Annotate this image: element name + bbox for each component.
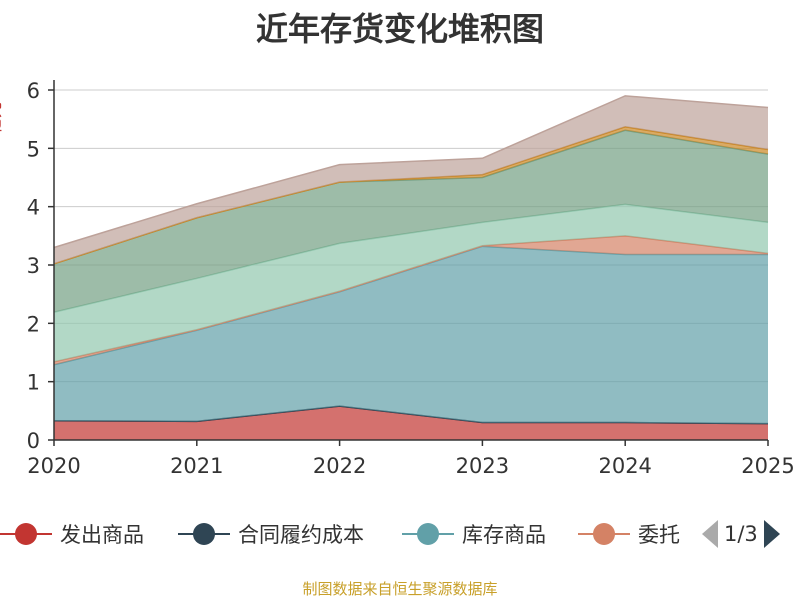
y-tick-label: 0 <box>27 429 40 453</box>
series-area-7[interactable] <box>54 95 768 264</box>
legend-marker-icon <box>0 523 52 545</box>
series-area-0[interactable] <box>54 406 768 440</box>
series-area-4[interactable] <box>54 204 768 362</box>
series-line-7 <box>53 95 769 249</box>
y-tick-label: 1 <box>27 371 40 395</box>
legend-page-indicator: 1/3 <box>724 522 758 546</box>
x-tick-label: 2024 <box>598 454 651 478</box>
legend-label: 合同履约成本 <box>238 523 364 547</box>
series-area-3[interactable] <box>54 235 768 365</box>
chart-plot: 亿元 0 1 2 3 4 5 6 2020 2021 2022 2023 2024 2025 <box>0 79 795 478</box>
legend-marker-icon <box>402 523 454 545</box>
y-tick-label: 2 <box>27 312 40 336</box>
legend-marker-icon <box>578 523 630 545</box>
x-tick-label: 2021 <box>170 454 223 478</box>
series-area-2[interactable] <box>54 246 768 424</box>
series-area-6[interactable] <box>54 126 768 264</box>
x-tick-label: 2022 <box>313 454 366 478</box>
y-tick-label: 3 <box>27 254 40 278</box>
x-tick-label: 2023 <box>456 454 509 478</box>
x-tick-label: 2025 <box>741 454 794 478</box>
source-note: 制图数据来自恒生聚源数据库 <box>302 580 498 598</box>
legend-item[interactable]: 发出商品 <box>0 518 144 550</box>
legend-label: 库存商品 <box>462 523 546 547</box>
y-axis-label: 亿元 <box>0 102 4 134</box>
legend-label: 委托 <box>638 523 680 547</box>
legend-item[interactable]: 库存商品 <box>402 518 546 550</box>
series-area-5[interactable] <box>54 130 768 313</box>
legend-item[interactable]: 合同履约成本 <box>178 518 364 550</box>
legend-marker-icon <box>178 523 230 545</box>
x-tick-label: 2020 <box>27 454 80 478</box>
legend-pager: 1/3 <box>700 518 782 550</box>
legend: 发出商品 合同履约成本 库存商品 委托 1/3 <box>0 512 800 556</box>
chart-title: 近年存货变化堆积图 <box>255 10 544 48</box>
legend-item[interactable]: 委托 <box>578 518 680 550</box>
legend-prev-page-icon[interactable] <box>700 520 720 548</box>
y-tick-label: 5 <box>27 137 40 161</box>
legend-label: 发出商品 <box>60 523 144 547</box>
y-tick-label: 4 <box>27 196 40 220</box>
y-tick-label: 6 <box>27 79 40 103</box>
legend-next-page-icon[interactable] <box>762 520 782 548</box>
